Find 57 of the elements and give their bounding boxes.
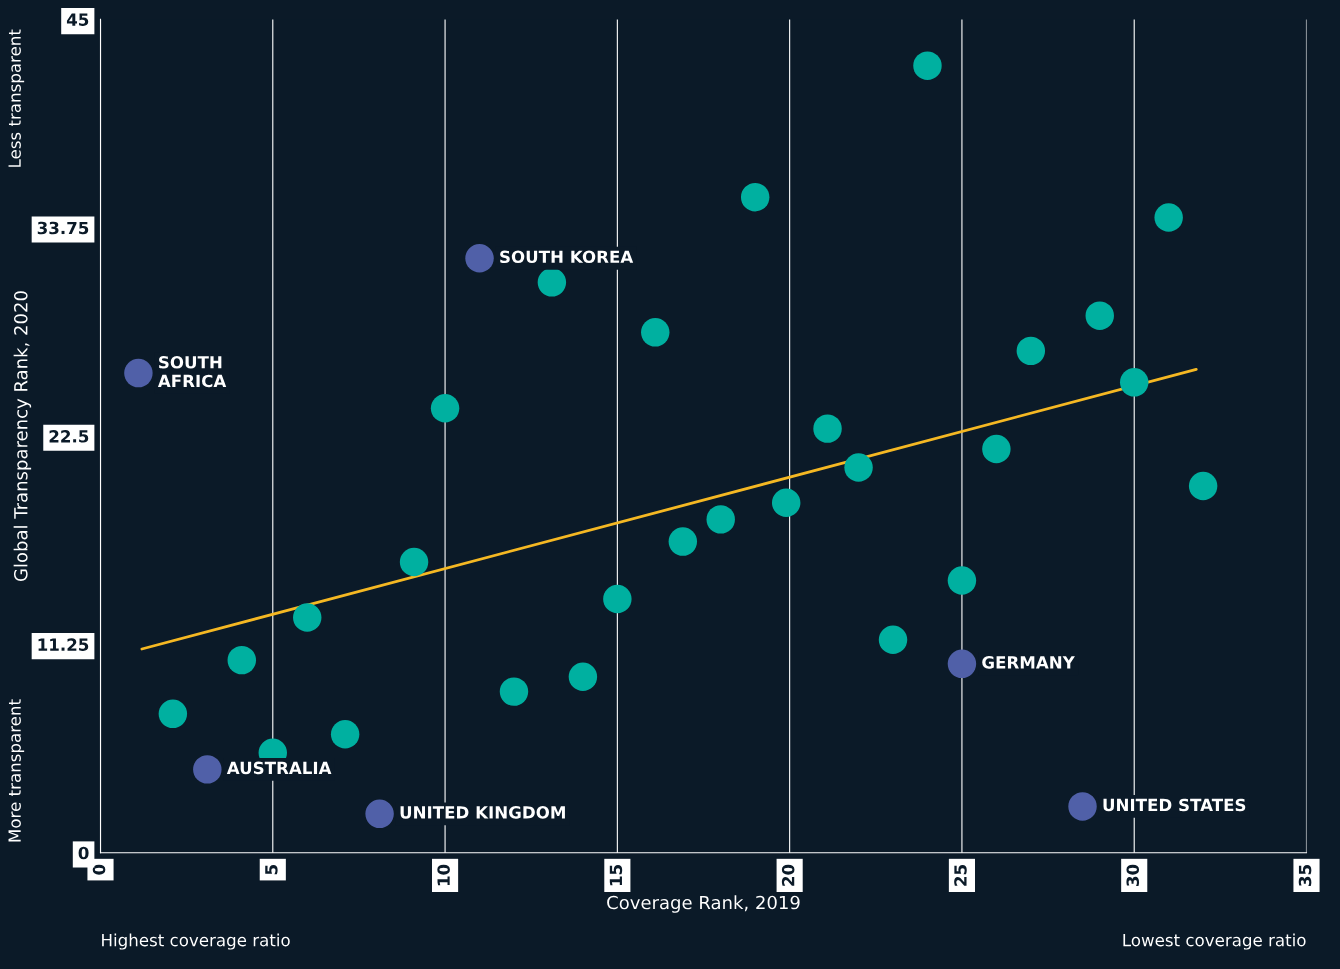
point [706, 505, 735, 534]
y-tick-label: 33.75 [37, 221, 89, 235]
point [603, 584, 632, 614]
point [568, 662, 598, 692]
point [771, 488, 801, 517]
annotation: SOUTH KOREA [500, 250, 634, 264]
point [844, 453, 873, 482]
x-tick-label: 0 [92, 864, 106, 875]
point [947, 649, 977, 679]
x-tick-label: 20 [781, 864, 795, 886]
point [537, 268, 567, 297]
x-tick-label: 10 [437, 864, 450, 886]
x-tick-label: 15 [609, 864, 623, 886]
point [913, 51, 942, 80]
point [499, 677, 529, 706]
y-axis-title: Global Transparency Rank, 2020 [13, 291, 32, 582]
point [399, 547, 429, 577]
point [158, 699, 188, 729]
point [124, 358, 153, 388]
point [1085, 301, 1114, 330]
point [947, 566, 977, 595]
point [668, 527, 698, 556]
point [465, 244, 494, 273]
annotation: GERMANY [982, 656, 1075, 669]
point [641, 318, 670, 347]
point [227, 645, 257, 675]
point [1154, 203, 1183, 232]
x-tick-label: 5 [265, 865, 278, 875]
text: Lowest coverage ratio [1123, 933, 1306, 950]
point [193, 755, 222, 784]
point [1188, 471, 1218, 501]
point [740, 182, 770, 212]
y-tick-label: 45 [66, 13, 89, 26]
point [365, 799, 394, 829]
text: More transparent [8, 699, 25, 842]
y-tick-label: 0 [78, 846, 89, 860]
annotation: UNITED STATES [1103, 798, 1246, 812]
point [1016, 336, 1046, 366]
point [1119, 368, 1149, 397]
annotation: AUSTRALIA [226, 761, 332, 775]
point [430, 394, 460, 423]
text: Less transparent [8, 29, 25, 167]
y-tick-label: 22.5 [49, 430, 89, 443]
point [813, 414, 842, 443]
y-tick-label: 11.25 [38, 638, 89, 651]
point [878, 625, 908, 654]
point [330, 719, 360, 749]
annotation: SOUTH AFRICA [157, 355, 227, 388]
annotation: UNITED KINGDOM [400, 806, 565, 819]
text: Highest coverage ratio [102, 933, 290, 950]
x-tick-label: 30 [1126, 864, 1140, 886]
x-tick-label: 25 [954, 864, 967, 886]
x-axis-title: Coverage Rank, 2019 [607, 895, 800, 913]
point [982, 434, 1011, 464]
x-tick-label: 35 [1298, 864, 1312, 886]
point [1068, 792, 1097, 821]
point [293, 603, 322, 632]
